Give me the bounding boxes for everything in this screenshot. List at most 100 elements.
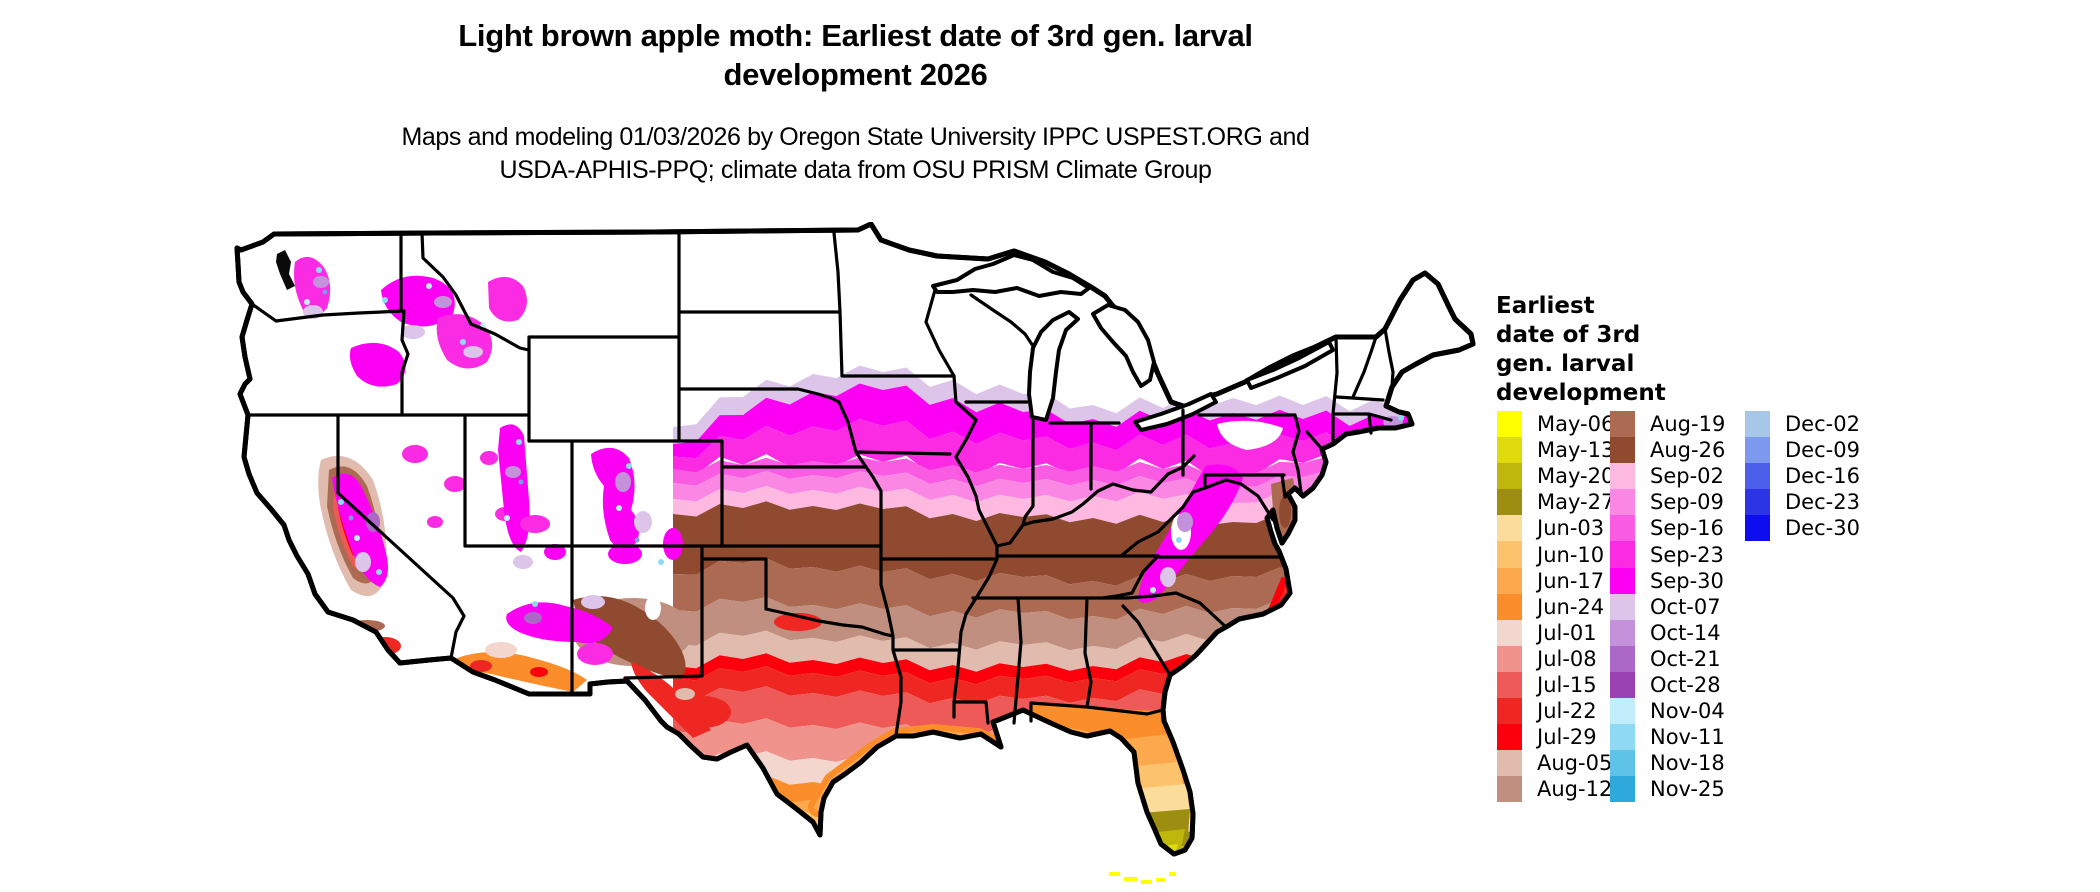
legend-entry: Sep-09 — [1610, 489, 1725, 516]
legend-label: Dec-16 — [1785, 464, 1860, 489]
band-Sep-30 — [673, 383, 1473, 459]
legend-label: May-27 — [1537, 490, 1615, 515]
nov11-speck — [382, 297, 388, 303]
legend-entry: Aug-12 — [1497, 776, 1614, 803]
lake-superior — [931, 253, 1091, 298]
wmontana-magenta — [488, 276, 527, 322]
legend-label: Oct-21 — [1650, 646, 1721, 671]
legend-swatch — [1745, 489, 1770, 516]
nov04-speck — [426, 283, 432, 289]
band-Oct-07 — [673, 365, 1473, 444]
legend-swatch — [1497, 489, 1522, 516]
oct07-patch — [401, 325, 425, 339]
pennsylvania-white-island — [1217, 420, 1283, 450]
gila-magenta — [577, 643, 613, 665]
legend-label: Dec-02 — [1785, 412, 1860, 437]
florida-keys — [1109, 872, 1176, 884]
nv-patch3 — [480, 451, 498, 465]
nov04-speck — [304, 299, 310, 305]
legend-title: Earliest date of 3rd gen. larval develop… — [1496, 293, 1666, 406]
legend-entry: Jun-17 — [1497, 567, 1614, 594]
legend-label: Sep-02 — [1650, 464, 1724, 489]
legend-column-3: Dec-02 Dec-09 Dec-16 Dec-23 Dec-30 — [1745, 411, 1860, 542]
oct14-patch — [434, 296, 452, 308]
wtexas-tan-spot — [675, 688, 695, 700]
legend-entry: Sep-16 — [1610, 515, 1725, 542]
state-borders-midwest — [924, 288, 1196, 719]
state-borders-west — [246, 230, 883, 696]
legend-label: Nov-11 — [1650, 725, 1725, 750]
legend-label: Jul-08 — [1537, 646, 1597, 671]
legend-entry: May-13 — [1497, 437, 1615, 464]
legend-entry: Nov-25 — [1610, 776, 1725, 803]
legend-entry: Dec-23 — [1745, 489, 1860, 516]
nov04-speck — [616, 505, 622, 511]
legend-swatch — [1610, 515, 1635, 542]
legend-entry: Jul-29 — [1497, 724, 1614, 751]
legend-swatch — [1745, 411, 1770, 438]
map-title-line1: Light brown apple moth: Earliest date of… — [458, 18, 1253, 53]
az-red-patch1 — [470, 660, 492, 672]
legend-entry: Jul-01 — [1497, 619, 1614, 646]
legend-entry: Jun-03 — [1497, 515, 1614, 542]
us-outline-restroke — [234, 221, 1476, 857]
legend-label: Aug-19 — [1650, 412, 1726, 437]
legend-label: Jun-24 — [1537, 594, 1605, 619]
keys-islet — [1156, 878, 1165, 882]
chart-header: Light brown apple moth: Earliest date of… — [233, 16, 1478, 187]
oct07-patch — [634, 511, 652, 533]
legend-entry: Sep-23 — [1610, 541, 1725, 568]
legend-swatch — [1610, 724, 1635, 751]
legend-label: Jun-03 — [1537, 516, 1605, 541]
legend-swatch — [1497, 541, 1522, 568]
legend-swatch — [1610, 645, 1635, 672]
wtexas-red — [675, 696, 731, 728]
legend-swatch — [1497, 671, 1522, 699]
oct07-patch — [513, 555, 533, 569]
oct07-patch — [581, 595, 605, 609]
legend-entry: Jul-15 — [1497, 671, 1614, 699]
legend-swatch — [1497, 463, 1522, 490]
nv-patch2 — [444, 476, 466, 492]
sangre-magenta — [663, 528, 683, 560]
legend-swatch — [1610, 593, 1635, 620]
oct14-patch — [615, 472, 631, 492]
legend-entry: Aug-05 — [1497, 750, 1614, 777]
map-subtitle: Maps and modeling 01/03/2026 by Oregon S… — [233, 121, 1478, 187]
legend-label: Jul-22 — [1537, 699, 1597, 724]
state-borders — [246, 230, 1395, 737]
blue-mountains-magenta — [349, 342, 406, 387]
legend-entry: Nov-11 — [1610, 724, 1725, 751]
keys-islet — [1169, 872, 1176, 876]
nov11-speck — [516, 439, 522, 445]
legend-label: Sep-16 — [1650, 516, 1724, 541]
lake-erie — [1133, 392, 1218, 432]
legend-label: Oct-14 — [1650, 620, 1721, 645]
legend-swatch — [1745, 437, 1770, 464]
sanjuan-magenta — [608, 544, 642, 564]
nov11-speck — [376, 569, 382, 575]
az-jul01-patch — [485, 642, 517, 658]
legend-entry: Jun-24 — [1497, 593, 1614, 620]
legend-swatch — [1610, 437, 1635, 464]
lake-michigan — [1027, 310, 1080, 422]
legend-label: May-13 — [1537, 438, 1615, 463]
legend-entry: May-06 — [1497, 411, 1614, 438]
legend-entry: Jun-10 — [1497, 541, 1614, 568]
band-Sep-23 — [673, 419, 1473, 477]
legend-swatch — [1610, 750, 1635, 777]
oct07-patch — [463, 346, 483, 358]
oct14-patch — [505, 466, 521, 478]
legend-label: Dec-30 — [1785, 516, 1860, 541]
nov04-speck — [354, 535, 360, 541]
colorado-rockies-magenta — [591, 447, 639, 549]
nov11-speck — [658, 559, 664, 565]
legend-entry: Oct-14 — [1610, 619, 1725, 646]
oct21-patch — [524, 612, 542, 624]
dec09-speck — [634, 537, 640, 543]
legend-swatch — [1497, 515, 1522, 542]
delmarva-darkbrown — [1279, 496, 1291, 528]
legend-swatch — [1610, 671, 1635, 699]
legend-swatch — [1497, 567, 1522, 594]
legend-label: Oct-28 — [1650, 672, 1721, 697]
